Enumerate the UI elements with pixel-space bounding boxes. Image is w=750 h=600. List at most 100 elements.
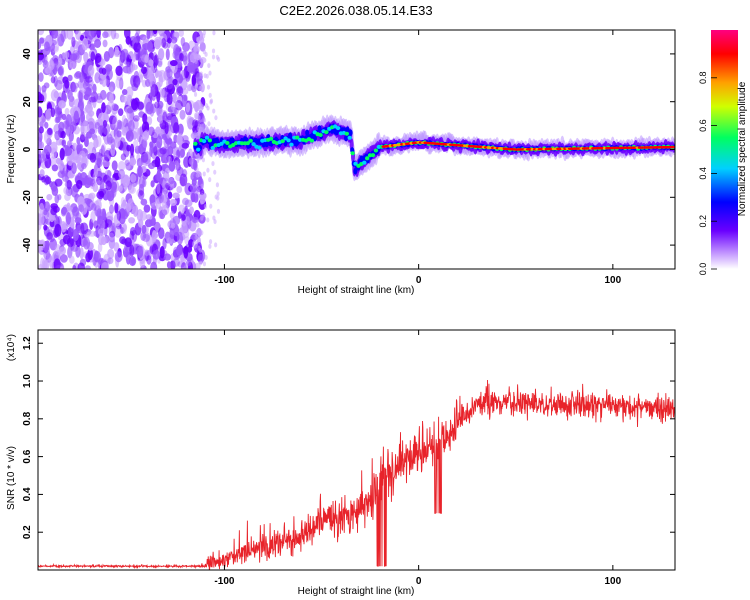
heatmap-cell <box>71 162 77 174</box>
heatmap-cell <box>41 176 46 183</box>
heatmap-cell <box>202 49 206 55</box>
heatmap-cell <box>108 204 115 214</box>
heatmap-cell <box>194 84 198 90</box>
heatmap-cell <box>670 145 675 149</box>
heatmap-cell <box>211 48 216 54</box>
heatmap-cell <box>95 199 102 212</box>
heatmap-cell <box>195 229 199 235</box>
heatmap-cell <box>128 184 135 194</box>
heatmap-cell <box>60 254 68 263</box>
heatmap-cell <box>195 36 199 42</box>
heatmap-cell <box>251 142 256 147</box>
heatmap-cell <box>121 95 128 103</box>
snr-line <box>38 380 675 570</box>
heatmap-cell <box>166 92 173 105</box>
heatmap-cell <box>50 107 56 118</box>
heatmap-cell <box>72 265 77 269</box>
heatmap-cell <box>127 97 133 107</box>
heatmap-cell <box>118 160 126 172</box>
heatmap-cell <box>89 152 96 163</box>
heatmap-cell <box>139 256 146 268</box>
heatmap-cell <box>195 114 199 120</box>
heatmap-cell <box>202 117 207 123</box>
heatmap-cell <box>324 130 329 135</box>
heatmap-cell <box>176 86 184 96</box>
heatmap-cell <box>200 215 204 221</box>
heatmap-cell <box>59 246 66 256</box>
heatmap-cell <box>169 226 175 240</box>
heatmap-cell <box>211 54 216 60</box>
heatmap-cell <box>136 165 143 178</box>
heatmap-cell <box>142 36 149 43</box>
heatmap-cell <box>129 244 135 257</box>
heatmap-cell <box>50 147 57 160</box>
heatmap-cell <box>105 75 110 88</box>
heatmap-cell <box>140 43 147 57</box>
bottom-y-axis-label: SNR (10 * v/v) <box>6 446 17 510</box>
heatmap-cell <box>214 115 218 121</box>
heatmap-cell <box>185 102 191 113</box>
heatmap-cell <box>195 172 200 178</box>
heatmap-cell <box>93 164 99 177</box>
heatmap-cell <box>264 140 269 148</box>
top-y-tick-label: -40 <box>22 237 33 252</box>
heatmap-cell <box>168 161 176 172</box>
heatmap-cell <box>115 76 123 89</box>
heatmap-cell <box>90 210 96 223</box>
heatmap-cell <box>121 88 128 96</box>
heatmap-cell <box>54 244 62 256</box>
heatmap-cell <box>159 246 165 259</box>
heatmap-cell <box>62 234 71 245</box>
heatmap-cell <box>245 141 250 146</box>
heatmap-cell <box>44 201 51 213</box>
bottom-x-tick-label: 0 <box>416 576 422 587</box>
heatmap-cell <box>45 109 52 121</box>
heatmap-cell <box>138 190 145 200</box>
heatmap-cell <box>146 30 151 40</box>
heatmap-cell <box>61 170 70 182</box>
heatmap-cell <box>92 83 97 94</box>
heatmap-cell <box>43 144 52 155</box>
heatmap-cell <box>146 41 153 52</box>
heatmap-cell <box>48 257 54 269</box>
heatmap-cell <box>108 225 116 238</box>
heatmap-cell <box>208 243 212 249</box>
colorbar-gradient <box>711 30 738 269</box>
heatmap-cell <box>94 122 101 130</box>
heatmap-cell <box>111 160 118 171</box>
heatmap-cell <box>145 234 154 247</box>
colorbar-label: Normalized spectral amplitude <box>737 81 748 216</box>
heatmap-cell <box>72 85 78 93</box>
heatmap-cell <box>43 82 50 89</box>
top-y-axis: -40 -20 0 20 40 <box>22 48 675 252</box>
heatmap-cell <box>96 93 102 100</box>
heatmap-cell <box>186 115 193 127</box>
heatmap-cell <box>211 161 215 167</box>
heatmap-cell <box>38 41 42 50</box>
heatmap-cell <box>38 91 42 99</box>
heatmap-cell <box>89 43 95 51</box>
heatmap-cell <box>364 156 370 161</box>
heatmap-cell <box>134 32 140 44</box>
heatmap-cell <box>201 157 206 163</box>
heatmap-cell <box>137 218 144 228</box>
heatmap-cell <box>219 141 224 146</box>
heatmap-cell <box>165 48 170 61</box>
heatmap-cell <box>280 139 285 144</box>
heatmap-cell <box>110 30 117 40</box>
heatmap-cell <box>176 244 183 257</box>
heatmap-cell <box>169 211 175 220</box>
heatmap-cell <box>126 144 131 152</box>
heatmap-cell <box>146 255 152 265</box>
heatmap-cell <box>44 176 52 185</box>
top-x-tick-label: -100 <box>214 275 234 286</box>
heatmap-cell <box>176 185 183 194</box>
heatmap-cell <box>198 112 205 125</box>
heatmap-cell <box>183 94 188 102</box>
heatmap-cell <box>69 61 77 70</box>
heatmap-cell <box>64 192 71 202</box>
heatmap-cell <box>202 261 207 267</box>
heatmap-cell <box>158 192 164 204</box>
heatmap-cell <box>207 63 211 69</box>
heatmap-cell <box>98 190 104 198</box>
